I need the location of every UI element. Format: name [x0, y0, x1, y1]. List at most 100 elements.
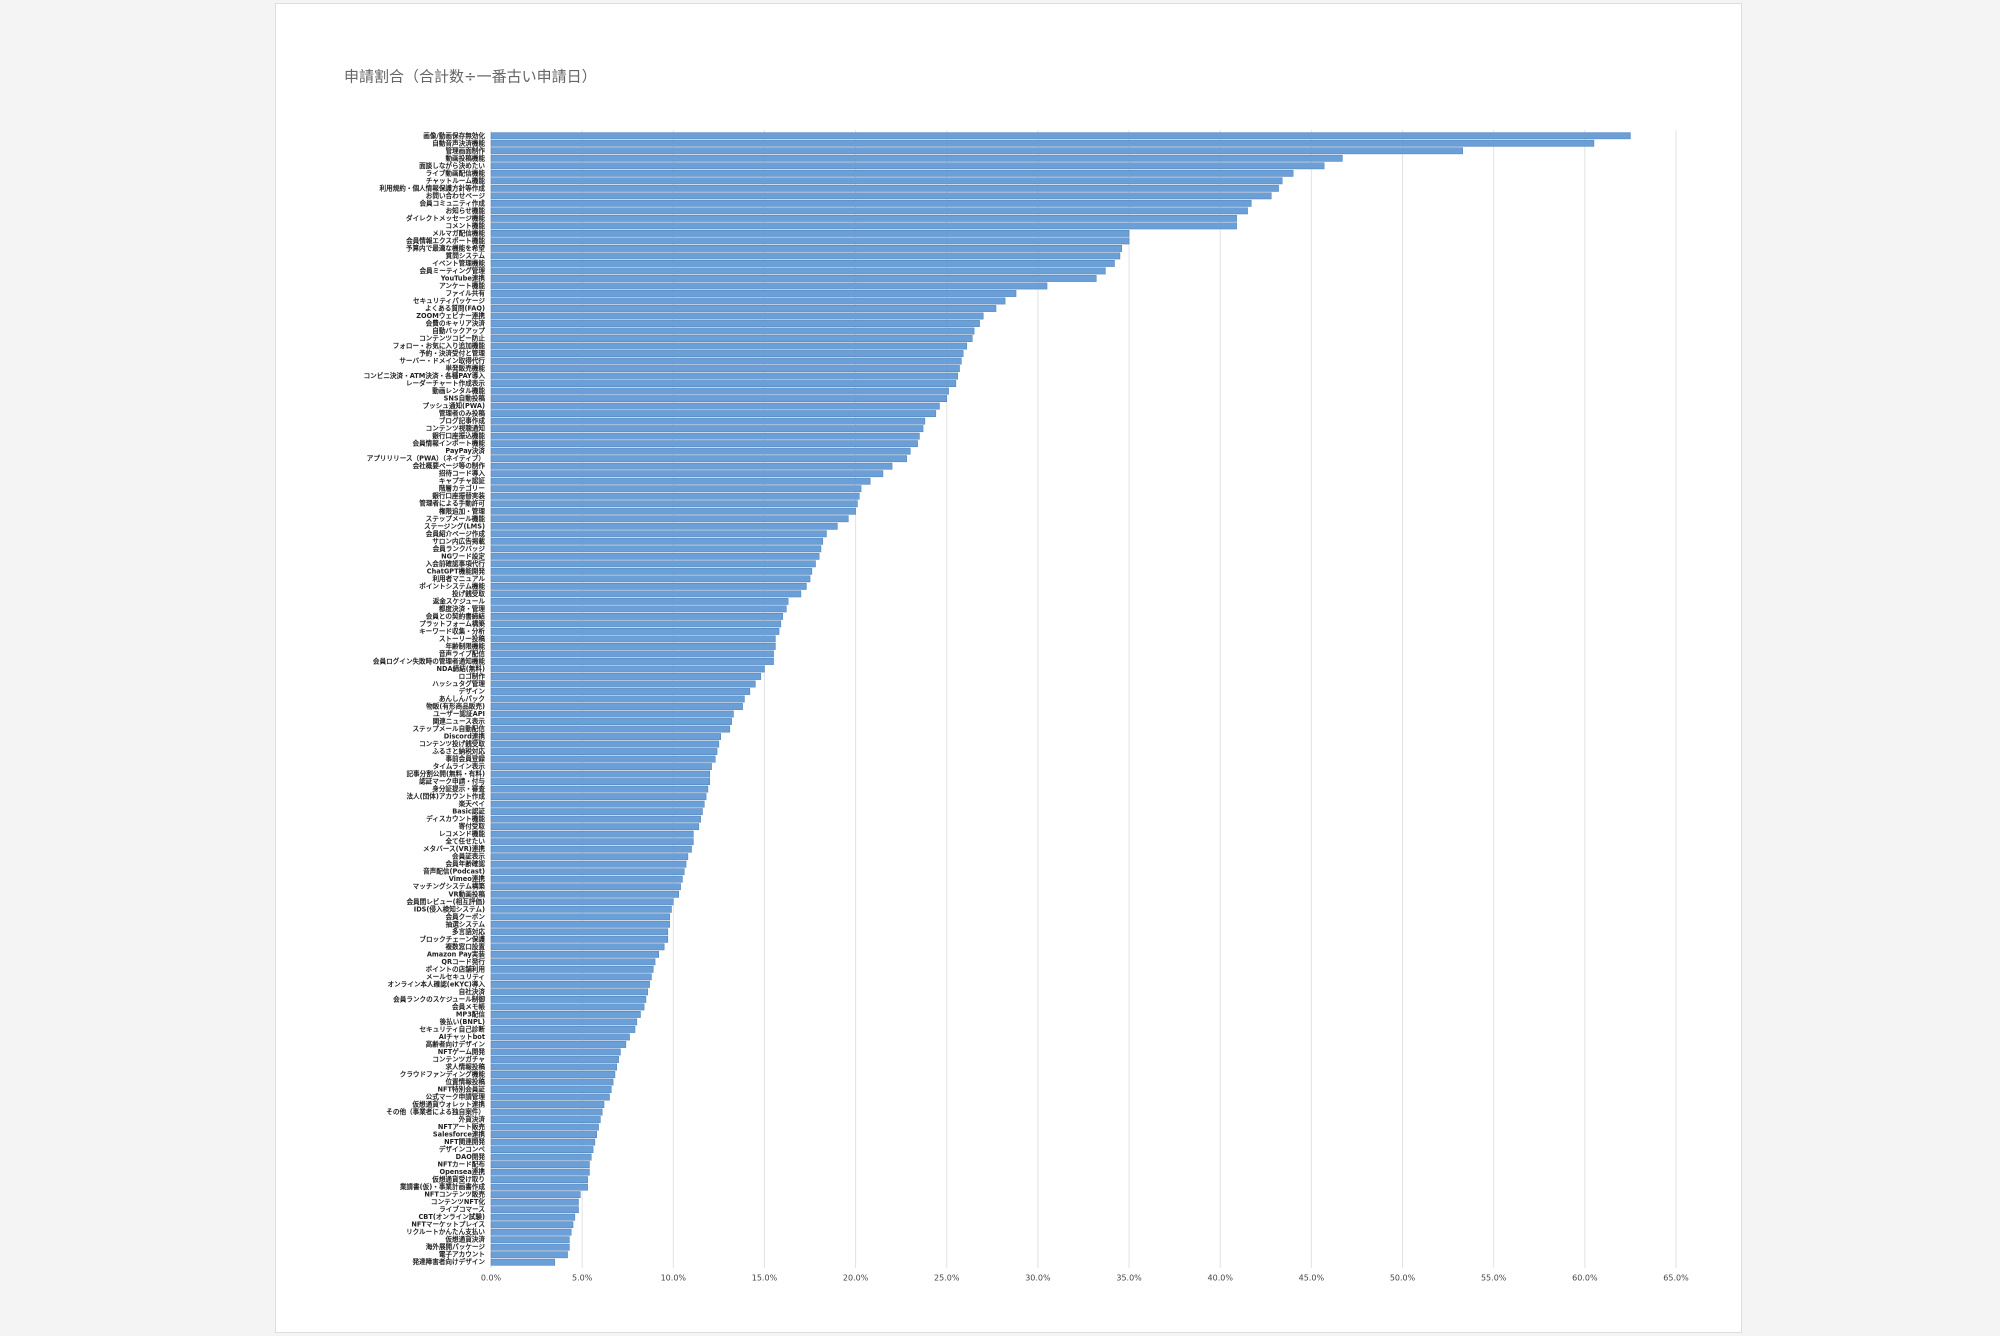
y-tick-label: あんしんパック: [439, 694, 485, 703]
bar: [490, 1183, 588, 1191]
y-tick-label: ディスカウント機能: [426, 814, 485, 823]
bar: [490, 1191, 581, 1199]
y-tick-label: MP3配信: [456, 1009, 486, 1018]
y-tick-label: 権限追加・管理: [439, 506, 486, 515]
bar: [490, 1041, 627, 1048]
y-tick-label: ふるさと納税対応: [432, 747, 485, 756]
bar: [490, 688, 751, 695]
bar: [490, 1018, 638, 1026]
bar: [490, 883, 681, 891]
y-tick-label: Vimeo連携: [449, 874, 486, 883]
y-tick-label: お問い合わせページ: [426, 191, 486, 200]
bar: [490, 500, 858, 508]
bar: [490, 327, 975, 335]
y-tick-label: イベント管理機能: [432, 258, 485, 267]
y-tick-label: 管理画面制作: [445, 146, 485, 155]
bar: [490, 515, 849, 523]
y-tick-label: お知らせ機能: [446, 206, 486, 215]
y-tick-label: コメント機能: [445, 221, 485, 230]
bar: [490, 162, 1325, 170]
y-tick-label: 会費のキャリア決済: [426, 319, 486, 328]
y-tick-label: Amazon Pay実装: [427, 949, 486, 958]
bar: [490, 905, 672, 913]
bar: [490, 988, 649, 996]
bar: [490, 628, 780, 635]
y-tick-label: NFT関連開発: [444, 1137, 485, 1146]
bar: [490, 1123, 599, 1131]
bar: [490, 800, 705, 808]
bar: [490, 260, 1115, 267]
bar: [490, 680, 756, 688]
bar: [490, 267, 1106, 275]
bar: [490, 778, 711, 786]
bar: [490, 1236, 570, 1244]
bar: [490, 582, 807, 590]
y-tick-label: 予約・決済受付と管理: [419, 349, 485, 358]
y-tick-label: 楽天ペイ: [458, 799, 485, 808]
y-tick-label: 仮想通貨受け取り: [431, 1175, 485, 1184]
y-tick-label: 音声ライブ配信: [439, 649, 486, 658]
y-tick-label: 会員情報エクスポート機能: [406, 236, 485, 245]
y-tick-label: Opensea連携: [439, 1167, 485, 1176]
y-tick-label: 銀行口座振込機能: [432, 431, 485, 440]
y-tick-label: 位置情報投稿: [445, 1077, 485, 1086]
y-tick-label: リクルートかんたん支払い: [406, 1227, 485, 1236]
x-tick-label: 5.0%: [572, 1274, 593, 1283]
x-tick-label: 10.0%: [661, 1274, 687, 1283]
bar: [490, 943, 665, 951]
y-tick-label: 求人情報投稿: [445, 1062, 485, 1071]
y-tick-label: よくある質問(FAQ): [425, 303, 485, 312]
bar: [490, 725, 731, 733]
bar: [490, 1131, 597, 1138]
bar: [490, 192, 1272, 200]
y-tick-label: ChatGPT機能開発: [427, 566, 486, 575]
bar: [490, 658, 774, 665]
bar: [490, 635, 776, 643]
y-tick-label: コンテンツコピー防止: [419, 334, 485, 343]
y-tick-label: 返金スケジュール: [433, 596, 486, 605]
bar: [490, 845, 692, 853]
y-tick-label: NFTマーケットプレイス: [411, 1220, 485, 1229]
y-tick-label: セキュリティ自己診断: [419, 1024, 485, 1033]
y-tick-label: 高齢者向けデザイン: [426, 1039, 486, 1048]
bar: [490, 1048, 621, 1056]
y-tick-label: 海外展開パッケージ: [426, 1242, 486, 1251]
bar: [490, 372, 958, 380]
bar: [490, 1108, 603, 1116]
bar: [490, 530, 827, 538]
y-tick-label: 仮想通貨ウォレット連携: [411, 1100, 485, 1109]
bar: [490, 350, 964, 357]
bar: [490, 492, 860, 500]
y-tick-label: ブロックチェーン保護: [419, 934, 485, 943]
bar: [490, 1116, 601, 1123]
x-tick-label: 40.0%: [1208, 1274, 1234, 1283]
y-tick-label: ライブコマース: [439, 1205, 485, 1214]
bar: [490, 1138, 596, 1146]
bar: [490, 1161, 590, 1169]
y-tick-label: ZOOMウェビナー連携: [416, 311, 485, 320]
bar: [490, 823, 700, 831]
y-tick-label: NFTゲーム開発: [438, 1047, 486, 1056]
y-tick-label: 会員クーポン: [445, 912, 485, 921]
y-tick-label: ブログ記事作成: [439, 416, 486, 425]
y-tick-label: レコメンド機能: [439, 829, 486, 838]
bar: [490, 597, 789, 605]
y-tick-label: ハッシュタグ管理: [432, 679, 485, 688]
y-tick-label: 寄付受取: [459, 822, 486, 831]
y-tick-label: 面談しながら決めたい: [419, 161, 485, 170]
y-tick-label: Salesforce連携: [433, 1130, 485, 1139]
bar: [490, 868, 685, 876]
y-tick-label: NFTアート販売: [438, 1122, 485, 1131]
y-tick-label: 全て任せたい: [444, 837, 485, 846]
bar: [490, 1146, 594, 1154]
bar: [490, 650, 774, 658]
bar: [490, 1153, 592, 1161]
y-tick-label: ユーザー認証API: [433, 709, 485, 718]
y-tick-label: メルマガ配信機能: [432, 228, 485, 237]
bar: [490, 440, 918, 448]
bar: [490, 875, 683, 883]
y-tick-label: ロゴ制作: [459, 671, 486, 680]
bar: [490, 935, 669, 943]
y-tick-label: 会員ランクのスケジュール制御: [393, 994, 485, 1003]
y-tick-label: VR動画投稿: [448, 889, 485, 898]
